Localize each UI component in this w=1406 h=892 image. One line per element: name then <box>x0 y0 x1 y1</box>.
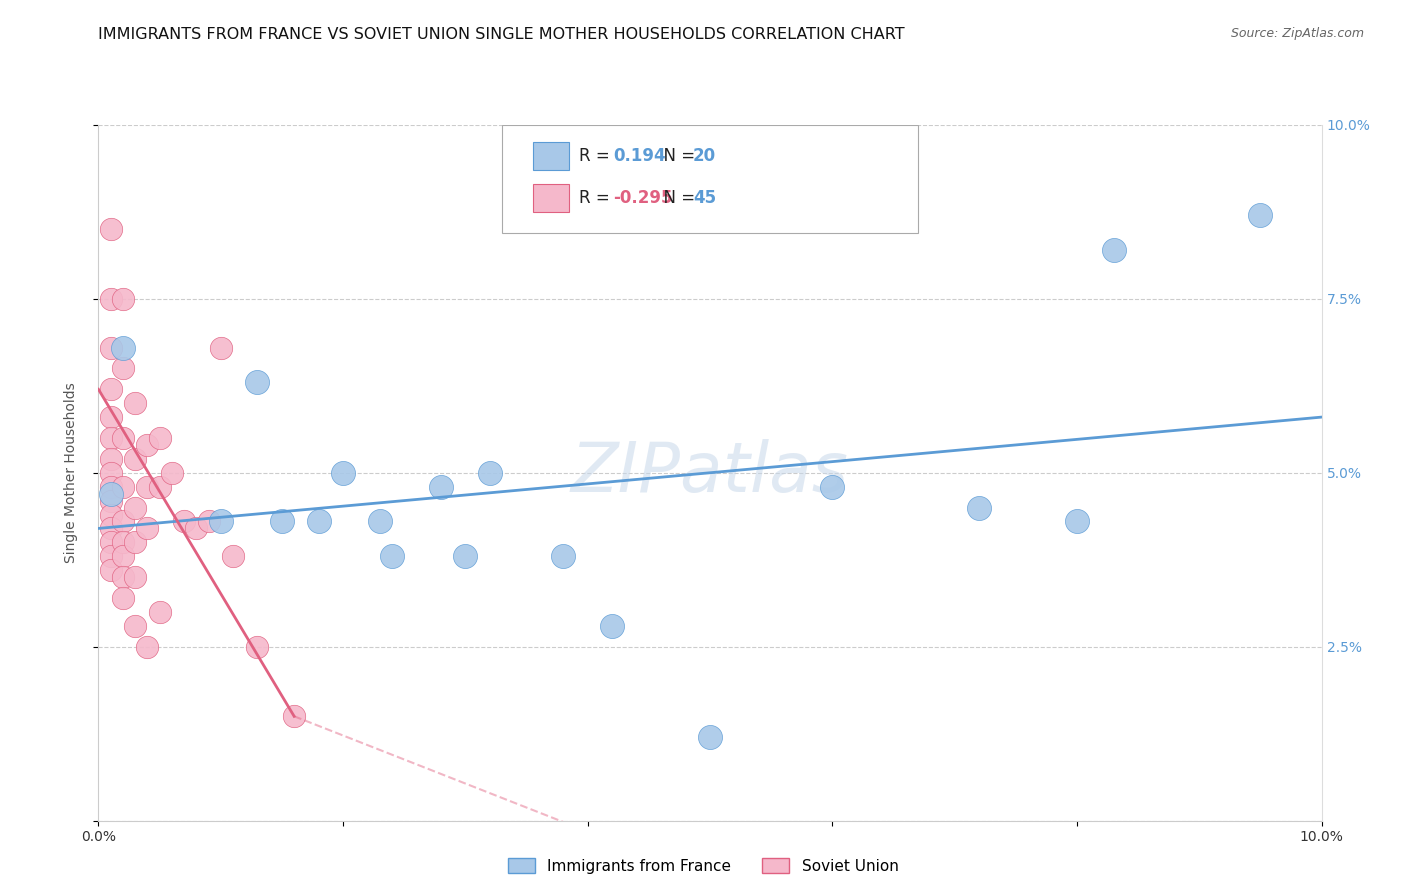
Point <box>124 500 146 515</box>
Point <box>149 480 172 494</box>
Point <box>308 515 330 529</box>
FancyBboxPatch shape <box>533 184 569 212</box>
Point <box>100 382 122 396</box>
Text: IMMIGRANTS FROM FRANCE VS SOVIET UNION SINGLE MOTHER HOUSEHOLDS CORRELATION CHAR: IMMIGRANTS FROM FRANCE VS SOVIET UNION S… <box>98 27 905 42</box>
Point <box>1249 208 1271 222</box>
Point <box>368 515 391 529</box>
Point <box>283 709 305 723</box>
Point <box>111 535 134 549</box>
Point <box>111 361 134 376</box>
Text: 45: 45 <box>693 189 716 207</box>
Point <box>381 549 404 564</box>
Point <box>124 570 146 584</box>
Point <box>1066 515 1088 529</box>
Point <box>100 493 122 508</box>
Point <box>246 640 269 654</box>
Point <box>967 500 990 515</box>
Point <box>149 605 172 619</box>
Point <box>111 591 134 605</box>
Point <box>270 515 292 529</box>
Point <box>246 376 269 390</box>
Point <box>100 431 122 445</box>
Point <box>149 431 172 445</box>
Point <box>160 466 183 480</box>
Point <box>136 640 159 654</box>
Point <box>100 508 122 522</box>
Text: -0.295: -0.295 <box>613 189 673 207</box>
Point <box>111 549 134 564</box>
Point <box>136 480 159 494</box>
Point <box>136 438 159 452</box>
Y-axis label: Single Mother Households: Single Mother Households <box>63 383 77 563</box>
Point <box>100 292 122 306</box>
Point <box>111 431 134 445</box>
Point <box>209 515 232 529</box>
Point <box>100 535 122 549</box>
Point <box>699 730 721 744</box>
Point <box>100 563 122 577</box>
Point <box>553 549 575 564</box>
Legend: Immigrants from France, Soviet Union: Immigrants from France, Soviet Union <box>502 852 904 880</box>
FancyBboxPatch shape <box>502 125 918 233</box>
Point <box>600 619 623 633</box>
Point <box>111 341 134 355</box>
Text: 0.194: 0.194 <box>613 147 666 165</box>
Text: 20: 20 <box>693 147 716 165</box>
Point <box>111 480 134 494</box>
Text: R =: R = <box>579 147 616 165</box>
Point <box>111 292 134 306</box>
Point <box>111 515 134 529</box>
Point <box>136 521 159 535</box>
Point <box>100 549 122 564</box>
Point <box>222 549 245 564</box>
Text: ZIPatlas: ZIPatlas <box>571 439 849 507</box>
Point <box>100 222 122 236</box>
Text: Source: ZipAtlas.com: Source: ZipAtlas.com <box>1230 27 1364 40</box>
Point <box>100 480 122 494</box>
Point <box>186 521 208 535</box>
Text: N =: N = <box>652 189 700 207</box>
Point <box>209 341 232 355</box>
Point <box>124 619 146 633</box>
Point <box>100 466 122 480</box>
Text: R =: R = <box>579 189 616 207</box>
Point <box>124 396 146 410</box>
Point <box>1102 243 1125 257</box>
Point <box>173 515 195 529</box>
Point <box>430 480 453 494</box>
Point <box>111 570 134 584</box>
Point <box>100 521 122 535</box>
Text: N =: N = <box>652 147 700 165</box>
Point <box>124 535 146 549</box>
Point <box>100 410 122 425</box>
Point <box>454 549 477 564</box>
Point <box>332 466 354 480</box>
Point <box>821 480 844 494</box>
Point <box>124 451 146 466</box>
FancyBboxPatch shape <box>533 142 569 170</box>
Point <box>100 341 122 355</box>
Point <box>100 451 122 466</box>
Point <box>100 486 122 500</box>
Point <box>197 515 219 529</box>
Point <box>478 466 501 480</box>
